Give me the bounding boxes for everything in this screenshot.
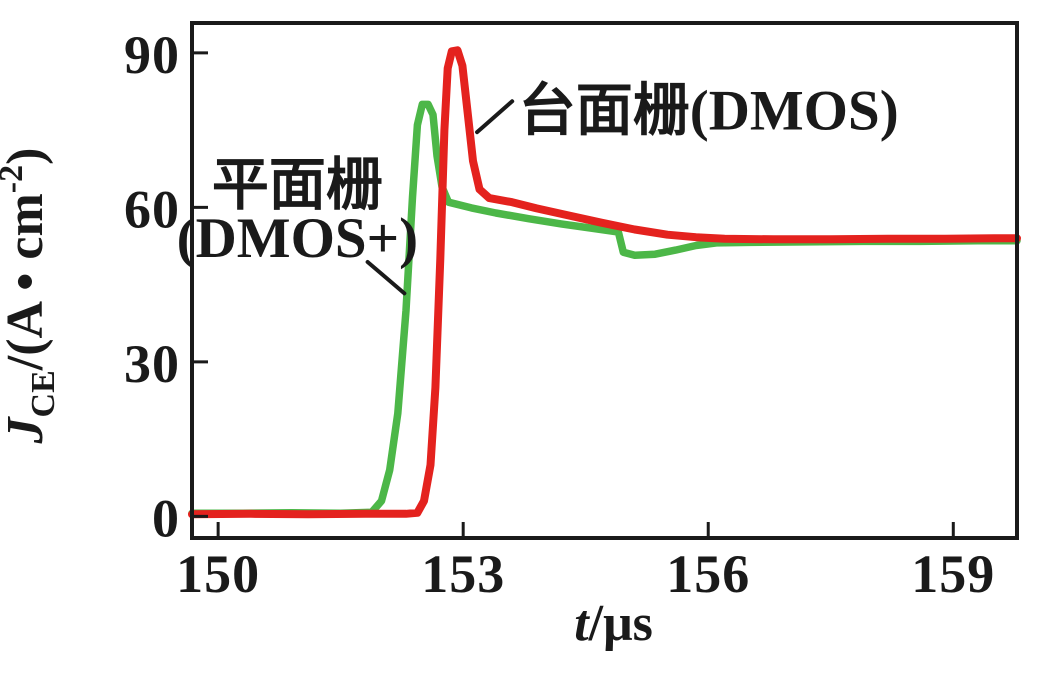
y-tick-label: 0 (152, 488, 180, 548)
series-line-dmos (188, 46, 1021, 519)
leader-line-planar-gate-dmos-plus (365, 259, 407, 296)
series-layer (188, 46, 1021, 519)
y-tick-label: 90 (124, 25, 180, 85)
annotation-planar-gate-dmos-plus-line2: (DMOS+) (177, 207, 418, 270)
y-tick-label: 30 (124, 334, 180, 394)
x-tick-label: 159 (911, 544, 995, 604)
x-axis-title: t/μs (574, 595, 653, 652)
leader-line-mesa-gate-dmos (475, 99, 515, 135)
x-tick-label: 150 (176, 544, 260, 604)
plot-border (190, 21, 1019, 540)
annotation-planar-gate-dmos-plus-line1: 平面栅 (212, 154, 383, 217)
axis-ticks-layer (192, 51, 955, 538)
y-tick-label: 60 (124, 179, 180, 239)
x-tick-label: 153 (421, 544, 505, 604)
annotation-mesa-gate-dmos: 台面栅(DMOS) (519, 80, 899, 143)
annotations-layer: 台面栅(DMOS) 平面栅(DMOS+) (177, 80, 899, 296)
x-tick-label: 156 (666, 544, 750, 604)
plot-frame-layer (190, 21, 1019, 540)
axis-titles-layer: t/μs JCE/(A • cm-2) (0, 148, 653, 652)
tick-labels-layer: 150 153 156 159 0 30 60 90 (124, 25, 995, 604)
y-axis-title: JCE/(A • cm-2) (0, 148, 62, 445)
